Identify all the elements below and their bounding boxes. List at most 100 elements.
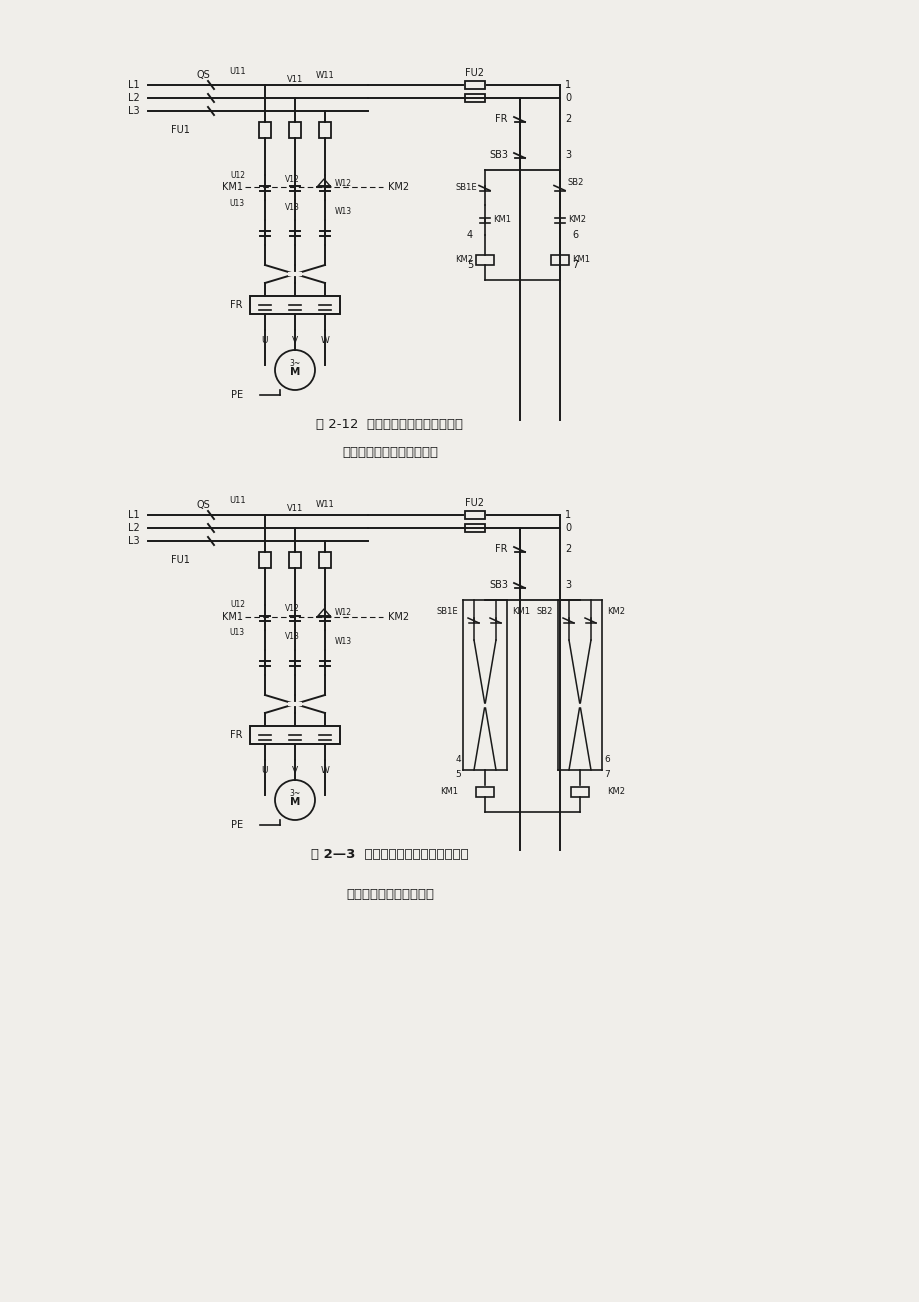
Text: V12: V12 [284,604,299,613]
Text: KM1: KM1 [439,788,458,797]
Bar [319,122,331,138]
Text: L1: L1 [129,510,140,519]
Text: V12: V12 [284,174,299,184]
Text: KM1: KM1 [512,608,529,617]
Bar [464,81,484,89]
Text: U11: U11 [230,496,246,505]
Text: 4: 4 [467,230,472,240]
Text: V13: V13 [284,203,299,211]
Text: 5: 5 [466,260,472,270]
Text: 双重联锁正反转控制线路: 双重联锁正反转控制线路 [346,888,434,901]
Text: FU1: FU1 [171,555,190,565]
Text: V13: V13 [284,633,299,642]
Text: W13: W13 [335,207,352,216]
Text: PE: PE [231,820,243,829]
Bar [464,94,484,102]
Text: SB2: SB2 [567,178,584,187]
Bar [475,255,494,266]
Bar [550,255,568,266]
Text: L2: L2 [128,523,140,533]
Text: W12: W12 [335,608,352,617]
Text: 5: 5 [455,771,460,780]
Text: 2: 2 [564,544,571,553]
Text: W: W [320,766,329,775]
Text: L1: L1 [129,79,140,90]
Text: V11: V11 [287,74,302,83]
Text: SB3: SB3 [489,579,507,590]
Text: V: V [291,336,298,345]
Bar [259,122,271,138]
Text: KM2: KM2 [388,182,409,191]
Text: U13: U13 [230,198,244,207]
Text: QS: QS [196,500,210,510]
Bar [250,727,340,743]
Text: FU2: FU2 [465,497,484,508]
Text: 图 2-12  按鈕联锁正反转控制电路图: 图 2-12 按鈕联锁正反转控制电路图 [316,418,463,431]
Text: 2: 2 [564,115,571,124]
Text: 3: 3 [564,579,571,590]
Text: FR: FR [231,299,243,310]
Text: 6: 6 [604,755,609,764]
Text: KM1: KM1 [221,612,243,622]
Text: L2: L2 [128,92,140,103]
Text: U: U [262,766,268,775]
Text: 3: 3 [564,150,571,160]
Bar [464,510,484,519]
Text: KM1: KM1 [493,216,510,224]
Bar [289,552,301,568]
Text: KM2: KM2 [388,612,409,622]
Text: M: M [289,797,300,807]
Text: 3~: 3~ [289,359,301,368]
Text: M: M [289,367,300,378]
Text: 3~: 3~ [289,789,301,798]
Text: 0: 0 [564,92,571,103]
Text: L3: L3 [129,105,140,116]
Text: PE: PE [231,391,243,400]
Text: FU2: FU2 [465,68,484,78]
Text: 7: 7 [604,771,609,780]
Text: FR: FR [495,544,507,553]
Text: W11: W11 [315,500,334,509]
Text: U: U [262,336,268,345]
Text: 1: 1 [564,79,571,90]
Text: SB1E: SB1E [455,184,476,191]
Bar [464,523,484,533]
Text: U13: U13 [230,629,244,638]
Bar [259,552,271,568]
Text: V11: V11 [287,504,302,513]
Text: KM1: KM1 [572,255,589,264]
Text: W11: W11 [315,70,334,79]
Text: U12: U12 [230,171,244,180]
Text: 6: 6 [572,230,577,240]
Bar [319,552,331,568]
Bar [571,786,588,797]
Bar [250,296,340,314]
Text: QS: QS [196,70,210,79]
Text: V: V [291,766,298,775]
Text: W: W [320,336,329,345]
Text: L3: L3 [129,536,140,546]
Text: W13: W13 [335,638,352,647]
Text: 1: 1 [564,510,571,519]
Text: FR: FR [231,730,243,740]
Text: 4: 4 [455,755,460,764]
Text: 7: 7 [572,260,577,270]
Text: KM2: KM2 [567,216,585,224]
Text: KM2: KM2 [607,788,624,797]
Text: 0: 0 [564,523,571,533]
Text: KM2: KM2 [455,255,472,264]
Text: SB2: SB2 [536,608,552,617]
Text: U11: U11 [230,66,246,76]
Text: 接触器联锁正反转控制线路: 接触器联锁正反转控制线路 [342,447,437,460]
Bar [289,122,301,138]
Text: 图 2—3  按鈕联锁的正反转控制电路图: 图 2—3 按鈕联锁的正反转控制电路图 [311,849,469,862]
Text: KM2: KM2 [607,608,624,617]
Text: U12: U12 [230,600,244,609]
Text: FR: FR [495,115,507,124]
Bar [475,786,494,797]
Text: KM1: KM1 [221,182,243,191]
Text: SB1E: SB1E [436,608,458,617]
Text: FU1: FU1 [171,125,190,135]
Text: SB3: SB3 [489,150,507,160]
Text: W12: W12 [335,178,352,187]
